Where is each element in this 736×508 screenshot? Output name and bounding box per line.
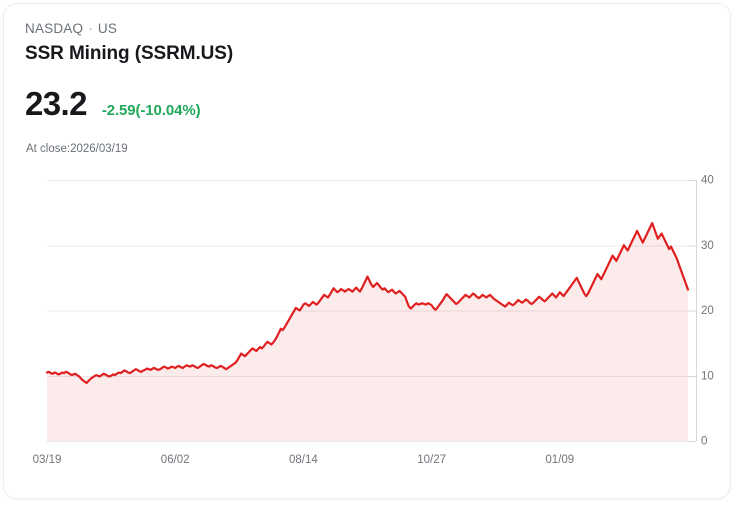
stock-quote-card: NASDAQ · US SSR Mining (SSRM.US) 23.2 -2.5… (3, 3, 731, 499)
price-chart-svg[interactable]: 0 10 20 30 40 03/19 06/02 08/14 10/27 01/09 (4, 164, 731, 484)
x-axis-labels: 03/19 06/02 08/14 10/27 01/09 (33, 454, 575, 466)
y-axis-labels: 0 10 20 30 40 (701, 175, 714, 448)
last-price: 23.2 (25, 85, 87, 122)
y-axis-tick-label: 30 (701, 240, 714, 252)
x-axis-tick-label: 01/09 (545, 454, 574, 466)
separator-dot: · (88, 21, 93, 36)
price-area-fill (47, 223, 688, 441)
price-line (45, 221, 690, 385)
exchange-line: NASDAQ · US (25, 20, 233, 38)
quote-header: NASDAQ · US SSR Mining (SSRM.US) (25, 20, 233, 67)
y-axis-tick-label: 0 (701, 436, 707, 448)
chart-gridlines (47, 180, 696, 442)
exchange-name: NASDAQ (25, 21, 84, 36)
y-axis-tick-label: 10 (701, 370, 714, 382)
price-change: -2.59(-10.04%) (101, 102, 201, 119)
y-axis-tick-label: 40 (701, 175, 714, 187)
page-title: SSR Mining (SSRM.US) (25, 43, 234, 64)
quote-row: 23.2 -2.59(-10.04%) (25, 85, 201, 123)
as-of-label: At close:2026/03/19 (26, 143, 128, 155)
region-label: US (97, 21, 118, 36)
x-axis-tick-label: 08/14 (289, 454, 318, 466)
x-axis-tick-label: 06/02 (161, 454, 190, 466)
x-axis-tick-label: 10/27 (417, 454, 446, 466)
y-axis-tick-label: 20 (701, 305, 714, 317)
x-axis-tick-label: 03/19 (33, 454, 62, 466)
price-chart[interactable]: 0 10 20 30 40 03/19 06/02 08/14 10/27 01/09 (4, 164, 731, 484)
